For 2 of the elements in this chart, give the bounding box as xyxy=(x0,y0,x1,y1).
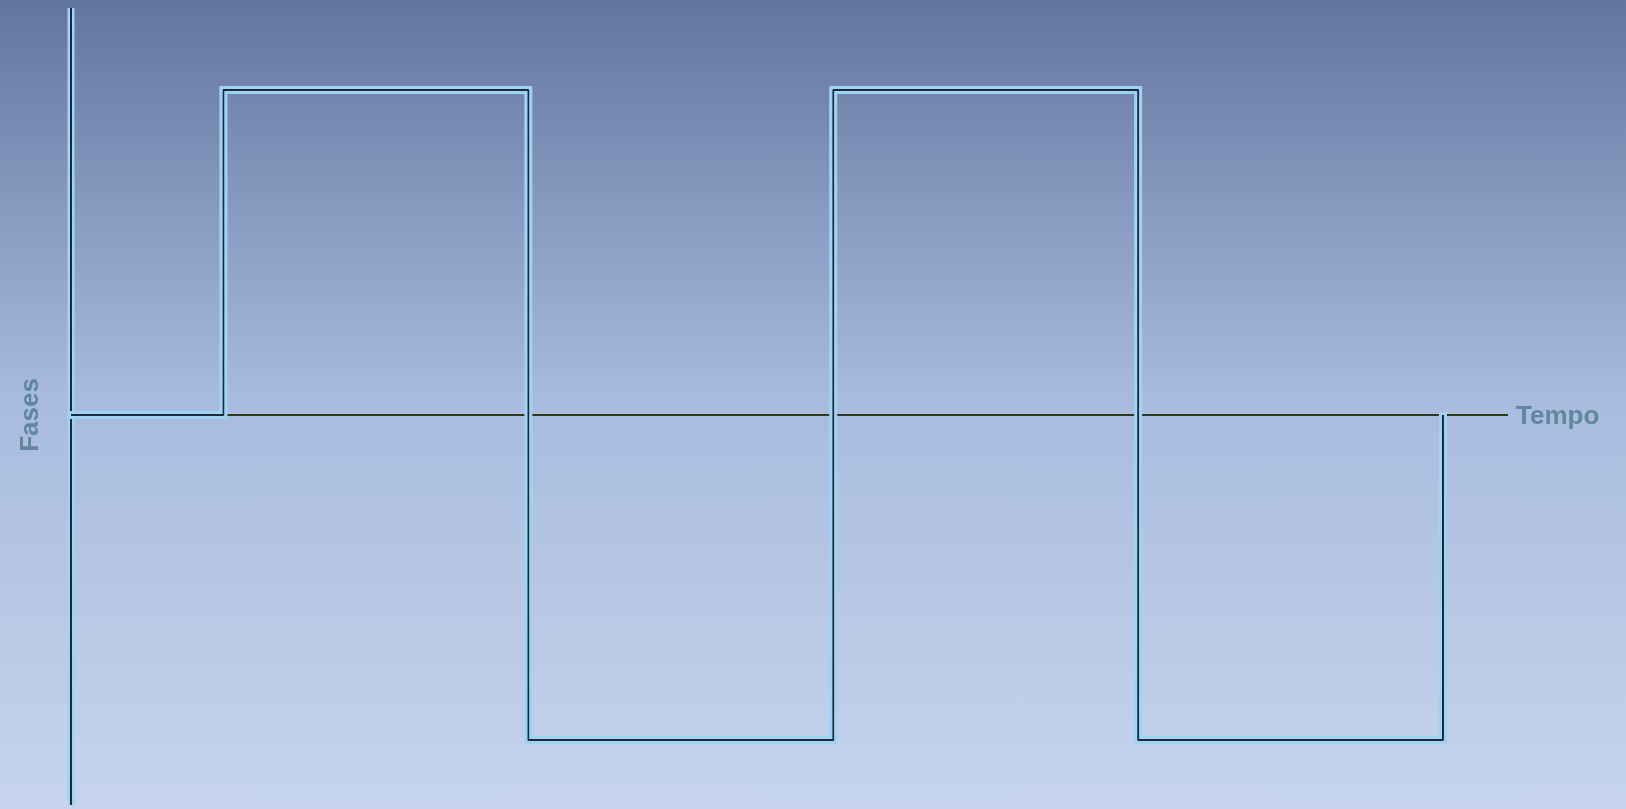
y-axis-title: Fases xyxy=(14,378,44,452)
x-axis-title: Tempo xyxy=(1516,400,1600,430)
